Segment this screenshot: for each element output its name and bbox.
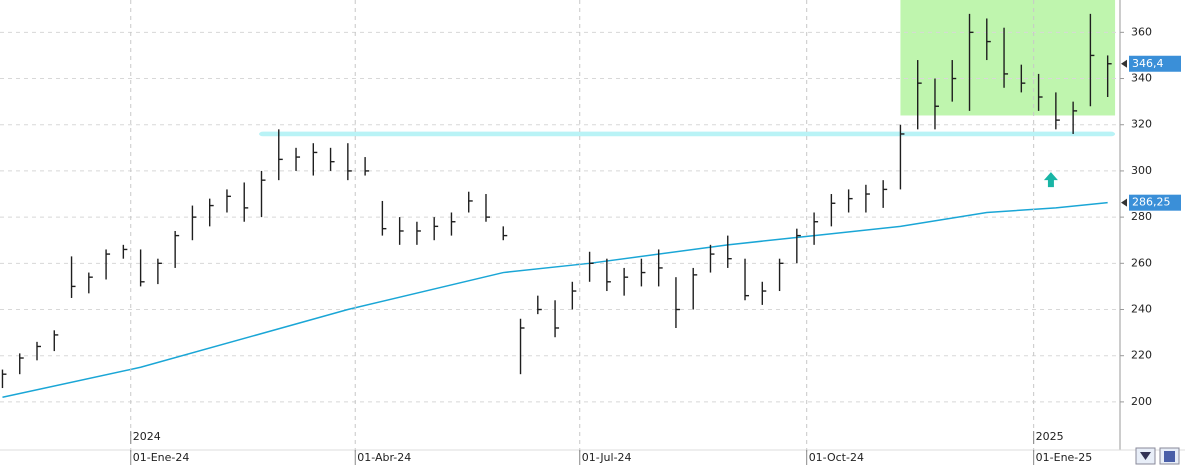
save-icon [1164,451,1175,462]
y-tick-label: 200 [1131,395,1152,408]
x-tick-label: 01-Jul-24 [582,451,632,464]
scroll-icon [1140,452,1151,460]
plot-area [0,0,1120,403]
price-marker [1121,198,1127,207]
x-tick-label: 01-Ene-24 [133,451,190,464]
y-tick-label: 260 [1131,256,1152,269]
y-tick-label: 320 [1131,118,1152,131]
x-tick-label: 01-Ene-25 [1036,451,1093,464]
x-tick-label: 01-Abr-24 [357,451,411,464]
y-tick-label: 360 [1131,25,1152,38]
x-tick-label: 01-Oct-24 [809,451,864,464]
year-label: 2025 [1036,430,1064,443]
price-label: 286,25 [1132,196,1171,209]
support-band [259,131,1116,137]
y-tick-label: 300 [1131,164,1152,177]
y-tick-label: 280 [1131,210,1152,223]
y-tick-label: 240 [1131,303,1152,316]
resistance-zone [900,0,1116,116]
price-label-box [1129,194,1181,211]
price-label-box [1129,55,1181,72]
price-label: 346,4 [1132,57,1164,70]
y-tick-label: 340 [1131,72,1152,85]
year-label: 2024 [133,430,161,443]
y-tick-label: 220 [1131,349,1152,362]
price-marker [1121,59,1127,68]
arrow [1043,172,1058,188]
moving-average [2,201,1108,399]
